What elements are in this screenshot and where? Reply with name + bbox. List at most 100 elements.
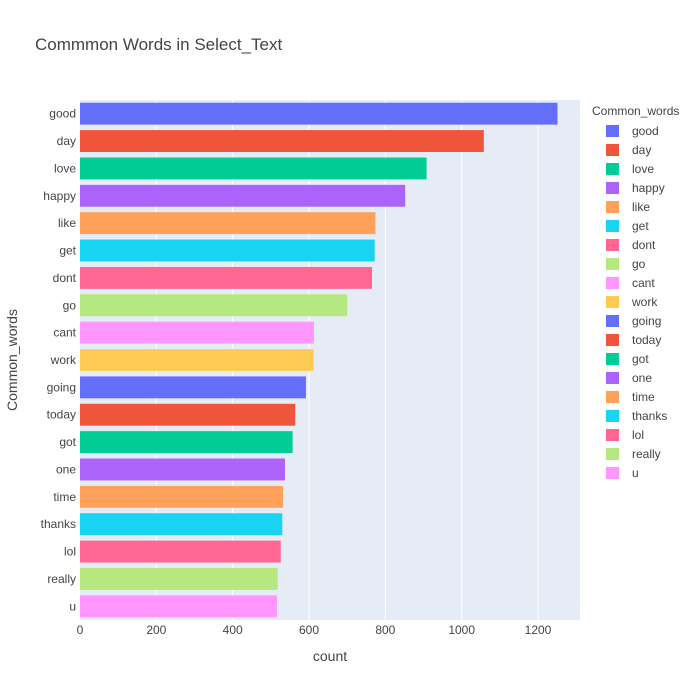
bar-lol	[80, 540, 281, 563]
bars	[80, 102, 558, 618]
legend-item-work[interactable]: work	[606, 295, 658, 309]
legend-item-good[interactable]: good	[606, 124, 659, 138]
chart-title: Commmon Words in Select_Text	[35, 35, 282, 54]
y-tick-label: cant	[53, 326, 76, 340]
x-tick-label: 600	[299, 623, 319, 637]
x-tick-label: 1000	[448, 623, 475, 637]
legend-item-like[interactable]: like	[606, 200, 650, 214]
legend-label: thanks	[632, 409, 667, 423]
bar-u	[80, 595, 277, 618]
y-tick-label: going	[47, 380, 76, 394]
legend-label: good	[632, 124, 659, 138]
legend-swatch	[606, 429, 619, 441]
legend-swatch	[606, 391, 619, 403]
legend-swatch	[606, 125, 619, 137]
legend-swatch	[606, 410, 619, 422]
y-tick-label: really	[47, 572, 76, 586]
legend-label: like	[632, 200, 650, 214]
legend-item-get[interactable]: get	[606, 219, 649, 233]
y-tick-label: work	[50, 353, 77, 367]
y-tick-label: today	[47, 408, 76, 422]
legend-label: really	[632, 447, 661, 461]
y-axis-title: Common_words	[4, 309, 20, 411]
y-tick-label: day	[57, 134, 76, 148]
x-tick-labels: 0 200 400 600 800 1000 1200	[77, 623, 552, 637]
legend-item-cant[interactable]: cant	[606, 276, 655, 290]
legend-item-really[interactable]: really	[606, 447, 661, 461]
legend-swatch	[606, 163, 619, 175]
bar-really	[80, 568, 278, 590]
legend-item-love[interactable]: love	[606, 162, 654, 176]
bar-good	[80, 102, 558, 125]
bar-today	[80, 403, 296, 426]
x-tick-label: 200	[146, 623, 166, 637]
bar-going	[80, 376, 306, 399]
y-tick-label: one	[56, 462, 76, 476]
legend-swatch	[606, 353, 619, 365]
y-tick-label: dont	[53, 271, 77, 285]
legend: Common_words good day love happy like get dont…	[592, 104, 679, 480]
legend-item-today[interactable]: today	[606, 333, 661, 347]
legend-label: love	[632, 162, 654, 176]
legend-label: happy	[632, 181, 665, 195]
y-tick-label: u	[69, 599, 76, 613]
bar-work	[80, 349, 314, 371]
legend-label: got	[632, 352, 649, 366]
bar-happy	[80, 184, 406, 207]
bar-day	[80, 130, 484, 152]
legend-swatch	[606, 448, 619, 460]
x-tick-label: 0	[77, 623, 84, 637]
legend-item-got[interactable]: got	[606, 352, 649, 366]
bar-love	[80, 157, 427, 180]
legend-item-dont[interactable]: dont	[606, 238, 656, 252]
y-tick-label: thanks	[41, 517, 76, 531]
legend-item-time[interactable]: time	[606, 390, 655, 404]
legend-item-thanks[interactable]: thanks	[606, 409, 667, 423]
legend-item-one[interactable]: one	[606, 371, 652, 385]
legend-label: lol	[632, 428, 644, 442]
legend-label: work	[631, 295, 658, 309]
x-tick-label: 1200	[525, 623, 552, 637]
x-axis-title: count	[313, 648, 347, 664]
legend-swatch	[606, 201, 619, 213]
legend-item-happy[interactable]: happy	[606, 181, 665, 195]
y-tick-label: good	[49, 107, 76, 121]
legend-swatch	[606, 467, 619, 479]
legend-swatch	[606, 277, 619, 289]
legend-item-go[interactable]: go	[606, 257, 646, 271]
y-tick-label: happy	[43, 189, 76, 203]
bar-time	[80, 485, 284, 508]
bar-cant	[80, 321, 314, 344]
legend-item-day[interactable]: day	[606, 143, 651, 157]
bar-like	[80, 212, 376, 235]
y-tick-label: time	[53, 490, 76, 504]
bar-dont	[80, 266, 372, 289]
legend-label: cant	[632, 276, 655, 290]
legend-swatch	[606, 315, 619, 327]
y-tick-label: go	[63, 298, 77, 312]
legend-item-u[interactable]: u	[606, 466, 639, 480]
legend-swatch	[606, 182, 619, 194]
bar-go	[80, 294, 348, 317]
legend-item-going[interactable]: going	[606, 314, 661, 328]
legend-swatch	[606, 258, 619, 270]
legend-label: u	[632, 466, 639, 480]
legend-swatch	[606, 334, 619, 346]
y-tick-label: love	[54, 161, 76, 175]
legend-label: dont	[632, 238, 656, 252]
legend-label: day	[632, 143, 651, 157]
legend-label: going	[632, 314, 661, 328]
legend-label: one	[632, 371, 652, 385]
legend-item-lol[interactable]: lol	[606, 428, 644, 442]
legend-swatch	[606, 296, 619, 308]
bar-one	[80, 458, 285, 481]
bar-get	[80, 239, 375, 262]
legend-swatch	[606, 144, 619, 156]
legend-label: go	[632, 257, 646, 271]
x-tick-label: 800	[375, 623, 395, 637]
legend-swatch	[606, 372, 619, 384]
bar-got	[80, 431, 293, 454]
x-tick-label: 400	[223, 623, 243, 637]
legend-label: today	[632, 333, 661, 347]
